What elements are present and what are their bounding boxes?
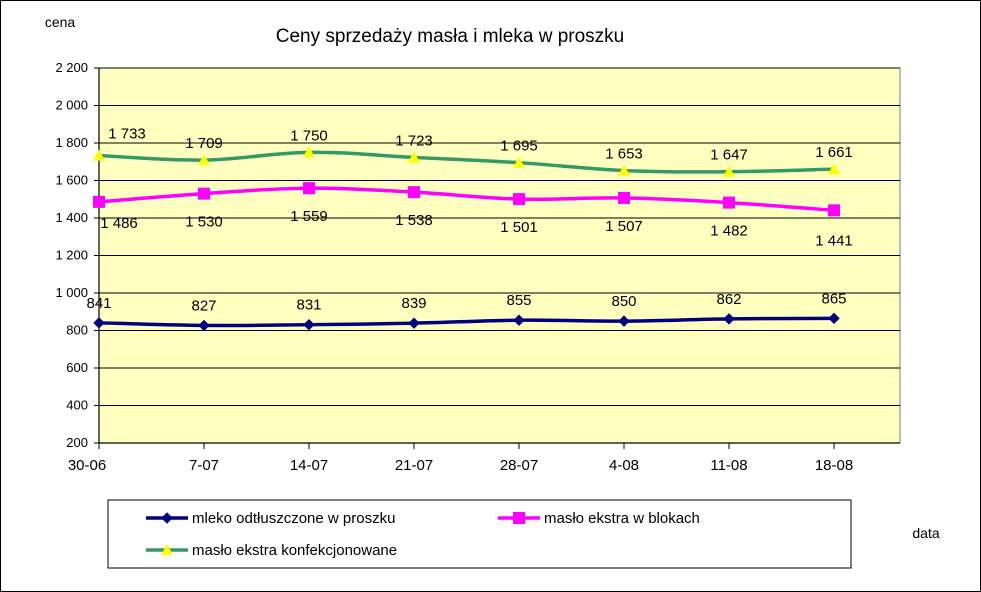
series-3 [93, 146, 840, 177]
data-label: 865 [821, 290, 846, 307]
x-axis-ticks: 30-06 7-07 14-07 21-07 28-07 4-08 11-08 18-08 [68, 443, 853, 474]
gridlines [99, 67, 900, 444]
x-tick-label: 28-07 [500, 457, 538, 474]
series-line [98, 186, 835, 213]
data-point [408, 317, 420, 329]
data-label: 1 507 [605, 218, 643, 235]
y-axis-label: cena [45, 14, 76, 30]
series-group [93, 146, 840, 332]
data-point [723, 196, 735, 209]
data-label: 827 [191, 297, 216, 314]
data-label: 1 538 [395, 212, 433, 229]
data-point [618, 164, 630, 176]
data-point [828, 312, 840, 325]
legend: mleko odtłuszczone w proszku masło ekstra… [107, 499, 852, 569]
x-axis-label: data [912, 525, 939, 541]
y-tick-label: 2 000 [55, 98, 88, 113]
data-label: 855 [506, 292, 531, 309]
data-labels: 841 827 831 839 855 850 862 865 1 486 1 530 1 559 1… [86, 126, 852, 315]
y-tick-label: 600 [66, 360, 88, 375]
x-tick-label: 4-08 [609, 457, 639, 474]
chart-title: Ceny sprzedaży masła i mleka w proszku [276, 26, 624, 47]
y-tick-label: 1 000 [55, 285, 88, 300]
data-label: 831 [296, 297, 321, 314]
data-point [198, 319, 210, 332]
data-label: 841 [86, 295, 111, 312]
legend-label: masło ekstra w blokach [544, 510, 700, 527]
data-point [513, 193, 525, 206]
data-label: 1 653 [605, 146, 643, 163]
data-point [93, 149, 105, 161]
x-tick-label: 11-08 [710, 457, 747, 474]
y-tick-label: 200 [66, 435, 88, 450]
data-label: 1 530 [185, 214, 223, 231]
legend-item: masło ekstra konfekcjonowane [146, 542, 397, 559]
data-point [198, 187, 210, 200]
data-point [93, 195, 105, 208]
legend-label: masło ekstra konfekcjonowane [192, 542, 397, 559]
series-line [98, 316, 835, 328]
data-point [513, 156, 525, 168]
data-label: 1 486 [100, 215, 138, 232]
data-label: 1 441 [815, 232, 853, 249]
x-tick-label: 7-07 [189, 457, 219, 474]
data-label: 1 733 [108, 126, 146, 143]
x-tick-label: 21-07 [395, 457, 433, 474]
data-point [618, 315, 630, 327]
data-label: 839 [401, 295, 426, 312]
legend-box [107, 499, 852, 569]
data-point [93, 317, 105, 329]
data-label: 850 [611, 293, 636, 310]
data-point [618, 191, 630, 204]
data-point [303, 318, 315, 331]
data-label: 1 482 [710, 223, 748, 240]
y-tick-label: 1 400 [55, 210, 88, 225]
data-label: 1 723 [395, 132, 433, 149]
y-tick-label: 800 [66, 323, 88, 338]
series-2 [93, 182, 840, 217]
data-label: 1 661 [815, 144, 853, 161]
data-label: 1 750 [290, 127, 328, 144]
data-point [723, 165, 735, 177]
y-tick-label: 1 600 [55, 173, 88, 188]
series-1 [93, 312, 840, 332]
legend-marker [161, 544, 173, 555]
data-point [408, 151, 420, 163]
data-point [303, 182, 315, 195]
x-tick-label: 30-06 [68, 457, 106, 474]
legend-marker [161, 512, 173, 524]
y-tick-label: 1 800 [55, 135, 88, 150]
data-label: 1 695 [500, 138, 538, 155]
data-point [513, 314, 525, 326]
y-axis-ticks: 200 400 600 800 1 000 1 200 1 400 1 600 1 800 2 0… [55, 60, 99, 450]
data-label: 1 559 [290, 208, 328, 225]
legend-item: masło ekstra w blokach [498, 510, 700, 527]
legend-item: mleko odtłuszczone w proszku [146, 510, 395, 527]
y-tick-label: 2 200 [55, 60, 88, 75]
data-point [303, 146, 315, 158]
y-tick-label: 1 200 [55, 248, 88, 263]
y-tick-label: 400 [66, 398, 88, 413]
data-point [723, 313, 735, 325]
legend-label: mleko odtłuszczone w proszku [192, 510, 395, 527]
data-label: 1 501 [500, 219, 538, 236]
data-label: 1 647 [710, 147, 748, 164]
legend-marker [513, 512, 525, 524]
data-point [828, 163, 840, 175]
data-label: 1 709 [185, 135, 223, 152]
x-tick-label: 18-08 [815, 457, 853, 474]
x-tick-label: 14-07 [290, 457, 328, 474]
data-point [408, 186, 420, 199]
series-line [98, 150, 835, 174]
data-label: 862 [716, 291, 741, 308]
data-point [198, 154, 210, 166]
data-point [828, 204, 840, 217]
